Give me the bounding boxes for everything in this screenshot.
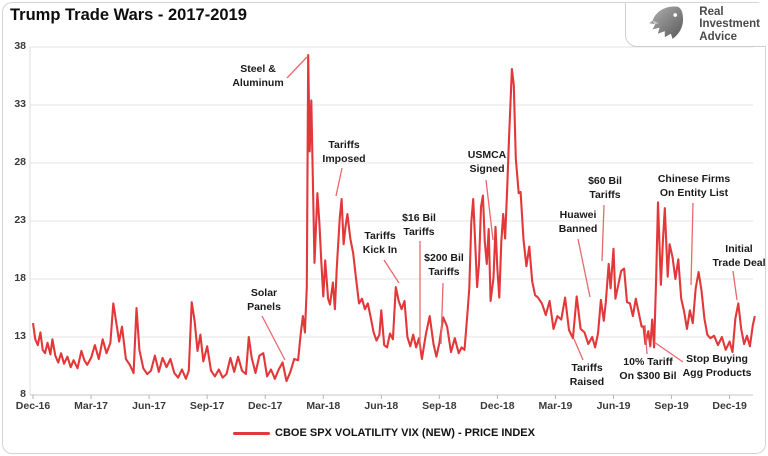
annotation-initial-trade-deal: Initial Trade Deal	[712, 243, 765, 271]
annotation-tariffs-raised-line-2: Raised	[569, 375, 605, 388]
x-axis-label-Dec-18: Dec-18	[480, 400, 515, 412]
annotation-initial-trade-deal-line-1: Initial	[725, 243, 753, 255]
x-axis-label-Jun-19: Jun-19	[596, 400, 631, 412]
annotation-tariffs-60bil-line-2: Tariffs	[589, 188, 621, 201]
annotation-steel-aluminum-line-1: Steel &	[240, 63, 276, 75]
annotation-stop-buying-agg: Stop Buying Agg Products	[683, 353, 752, 381]
page-title: Trump Trade Wars - 2017-2019	[10, 6, 247, 24]
logo-line-3: Advice	[699, 30, 737, 43]
y-axis-label-23: 23	[14, 214, 26, 226]
annotation-huawei-banned-line-1: Huawei	[559, 209, 597, 221]
logo-text: Real Investment Advice	[699, 6, 760, 43]
annotation-entity-list-line-2: On Entity List	[659, 186, 729, 199]
annotation-tariffs-200bil-line-1: $200 Bil	[424, 252, 464, 264]
annotation-stop-buying-agg-line-2: Agg Products	[682, 366, 752, 379]
annotation-tariff-10pct: 10% Tariff On $300 Bil	[619, 356, 676, 384]
leader-solar-panels	[261, 315, 286, 361]
annotation-tariffs-imposed: Tariffs Imposed	[322, 139, 365, 167]
x-axis-label-Sep-19: Sep-19	[654, 400, 689, 412]
annotation-usmca-signed-line-1: USMCA	[467, 149, 507, 161]
leader-steel-aluminum	[286, 56, 308, 79]
annotation-usmca-signed-line-2: Signed	[469, 162, 505, 175]
annotation-tariffs-imposed-line-1: Tariffs	[328, 139, 360, 151]
logo-line-2: Investment	[699, 18, 760, 31]
leader-tariffs-raised	[573, 338, 584, 361]
eagle-icon	[649, 5, 684, 39]
annotation-initial-trade-deal-line-2: Trade Deal	[712, 256, 766, 269]
company-logo: Real Investment Advice	[625, 3, 766, 47]
y-axis-label-38: 38	[14, 40, 26, 52]
annotation-tariffs-60bil: $60 Bil Tariffs	[588, 175, 622, 203]
annotation-tariff-10pct-line-1: 10% Tariff	[623, 356, 673, 368]
annotation-tariffs-kick-in-line-2: Kick In	[362, 243, 398, 256]
annotation-usmca-signed: USMCA Signed	[468, 149, 507, 177]
leader-tariffs-200bil	[440, 282, 444, 345]
leader-initial-trade-deal	[732, 270, 738, 301]
annotation-tariffs-kick-in-line-1: Tariffs	[364, 230, 396, 242]
annotation-steel-aluminum: Steel & Aluminum	[232, 63, 283, 91]
leader-entity-list	[690, 202, 694, 286]
leader-tariffs-imposed	[335, 167, 343, 197]
leader-tariffs-kick-in	[383, 259, 400, 284]
x-axis-label-Sep-18: Sep-18	[422, 400, 457, 412]
annotation-tariffs-kick-in: Tariffs Kick In	[363, 230, 397, 258]
annotation-stop-buying-agg-line-1: Stop Buying	[686, 353, 748, 365]
vix-series-line	[31, 54, 756, 383]
leader-tariffs-60bil	[601, 204, 605, 262]
x-axis-label-Mar-19: Mar-19	[538, 400, 573, 412]
leader-huawei-banned	[577, 238, 591, 298]
annotation-tariffs-imposed-line-2: Imposed	[322, 152, 366, 165]
annotation-entity-list-line-1: Chinese Firms	[657, 173, 731, 185]
annotation-tariffs-200bil-line-2: Tariffs	[428, 265, 460, 278]
x-axis-label-Dec-17: Dec-17	[247, 400, 283, 412]
x-axis-label-Jun-18: Jun-18	[364, 400, 399, 412]
legend: CBOE SPX VOLATILITY VIX (NEW) - PRICE IN…	[0, 427, 768, 439]
annotation-tariffs-16bil: $16 Bil Tariffs	[402, 212, 436, 240]
annotation-tariffs-16bil-line-1: $16 Bil	[402, 212, 436, 224]
annotation-huawei-banned-line-2: Banned	[558, 222, 598, 235]
y-axis-label-28: 28	[14, 156, 26, 168]
x-axis-label-Jun-17: Jun-17	[132, 400, 167, 412]
x-axis-label-Dec-16: Dec-16	[15, 400, 51, 412]
x-axis-label-Mar-17: Mar-17	[74, 400, 108, 412]
annotation-tariffs-16bil-line-2: Tariffs	[403, 225, 435, 238]
y-axis-label-33: 33	[14, 98, 26, 110]
annotation-tariffs-raised: Tariffs Raised	[570, 362, 604, 390]
annotation-tariffs-60bil-line-1: $60 Bil	[588, 175, 622, 187]
legend-label: CBOE SPX VOLATILITY VIX (NEW) - PRICE IN…	[275, 427, 535, 439]
legend-line-marker	[233, 431, 271, 435]
annotation-tariff-10pct-line-2: On $300 Bil	[619, 369, 677, 382]
x-axis-label-Mar-18: Mar-18	[306, 400, 341, 412]
leader-stop-buying-agg	[653, 341, 684, 363]
x-axis-label-Sep-17: Sep-17	[189, 400, 225, 412]
annotation-huawei-banned: Huawei Banned	[559, 209, 598, 237]
annotation-solar-panels-line-2: Panels	[247, 300, 281, 313]
leader-usmca-signed	[485, 179, 494, 241]
annotation-solar-panels-line-1: Solar	[250, 287, 278, 299]
y-axis-label-18: 18	[14, 272, 26, 284]
annotation-solar-panels: Solar Panels	[247, 287, 281, 315]
annotation-tariffs-200bil: $200 Bil Tariffs	[424, 252, 464, 280]
annotation-tariffs-raised-line-1: Tariffs	[571, 362, 603, 374]
logo-line-1: Real	[699, 5, 724, 18]
y-axis-label-8: 8	[20, 388, 26, 400]
annotation-steel-aluminum-line-2: Aluminum	[232, 76, 284, 89]
annotation-entity-list: Chinese Firms On Entity List	[658, 173, 730, 201]
leader-tariff-10pct	[644, 324, 648, 355]
x-axis-label-Dec-19: Dec-19	[712, 400, 747, 412]
y-axis-label-13: 13	[14, 330, 26, 342]
